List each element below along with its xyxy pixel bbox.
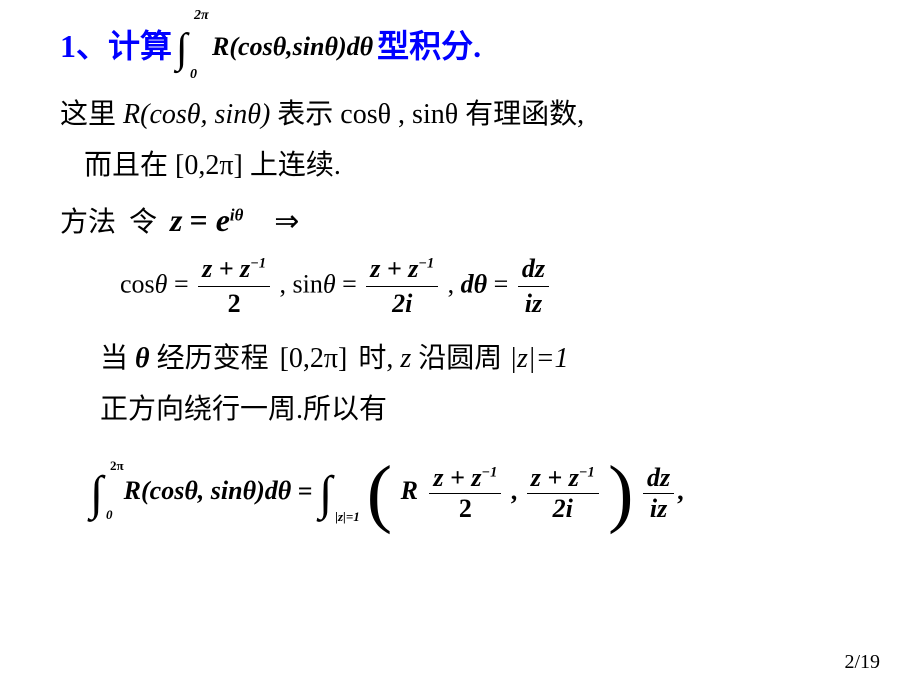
int1-sign: ∫	[90, 467, 103, 520]
cos-frac: z + z−1 2	[198, 252, 270, 321]
int1-lower: 0	[106, 507, 113, 523]
title-suffix: 型积分.	[377, 28, 481, 64]
r1-abs: |z|=1	[509, 343, 568, 374]
dtheta-eq: =	[494, 270, 515, 299]
line2: 这里 R(cosθ, sinθ) 表示 cosθ , sinθ 有理函数,	[60, 93, 860, 138]
sub-comma1: ,	[280, 270, 287, 299]
final-int1: ∫ 2π 0	[90, 466, 103, 521]
method-exp: iθ	[230, 206, 243, 225]
r1-interval: [0,2π]	[280, 343, 348, 374]
remark1: 当 θ 经历变程 [0,2π] 时, z 沿圆周 |z|=1	[60, 337, 860, 382]
arg1-den: 2	[429, 494, 501, 524]
final-lhs: R(cosθ, sinθ)dθ	[124, 476, 292, 505]
line2-text2: 表示	[277, 99, 333, 130]
dtheta-frac: dz iz	[518, 252, 549, 321]
final-equals: =	[298, 476, 319, 505]
line2-math3: sinθ	[412, 99, 458, 130]
final-equation: ∫ 2π 0 R(cosθ, sinθ)dθ = ∫ |z|=1 ( R z +…	[60, 463, 860, 524]
final-comma: ,	[511, 476, 518, 505]
line3: 而且在 [0,2π] 上连续.	[60, 144, 860, 189]
method-e: e	[216, 202, 230, 238]
line2-text4: 有理函数,	[465, 99, 584, 130]
remark2: 正方向绕行一周.所以有	[60, 388, 860, 433]
sin-label: sin	[293, 270, 323, 299]
arg1-num: z + z−1	[429, 463, 501, 494]
tail-den: iz	[643, 494, 674, 524]
final-trailing-comma: ,	[677, 476, 684, 505]
r1-text3: 时,	[358, 343, 393, 374]
cos-label: cos	[120, 270, 155, 299]
tail-num: dz	[643, 463, 674, 494]
method-let: 令	[129, 207, 157, 238]
integral-sign: ∫	[176, 26, 188, 72]
sin-den: 2i	[366, 287, 438, 321]
line2-math2: cosθ	[340, 99, 391, 130]
method-label: 方法	[60, 207, 116, 238]
line2-math1: R(cosθ, sinθ)	[123, 99, 270, 130]
r1-text2: 经历变程	[157, 343, 269, 374]
slide: 1、计算 ∫ 2π 0 R(cosθ,sinθ)dθ 型积分. 这里 R(cos…	[0, 0, 920, 690]
final-arg2: z + z−1 2i	[527, 463, 599, 524]
title-integrand: R(cosθ,sinθ)dθ	[212, 32, 373, 61]
sub-comma2: ,	[448, 270, 455, 299]
r1-theta: θ	[135, 343, 150, 374]
final-R: R	[401, 476, 418, 505]
sin-theta: θ	[323, 270, 336, 299]
method-implies: ⇒	[274, 205, 299, 238]
cos-den: 2	[198, 287, 270, 321]
dtheta-den: iz	[518, 287, 549, 321]
title-line: 1、计算 ∫ 2π 0 R(cosθ,sinθ)dθ 型积分.	[60, 20, 860, 79]
sin-eq: =	[342, 270, 363, 299]
dtheta-num: dz	[518, 252, 549, 287]
dtheta-label: d	[461, 270, 474, 299]
int-upper: 2π	[194, 6, 209, 26]
line2-text3: ,	[398, 99, 405, 130]
lparen-icon: (	[367, 463, 392, 524]
final-arg1: z + z−1 2	[429, 463, 501, 524]
line3-interval: [0,2π]	[175, 150, 243, 181]
cos-num: z + z−1	[198, 252, 270, 287]
method-equals: =	[189, 202, 215, 238]
line3-text2: 上连续.	[250, 150, 341, 181]
r1-z: z	[400, 343, 411, 374]
cos-theta: θ	[155, 270, 168, 299]
int2-sign: ∫	[319, 467, 332, 520]
line3-text1: 而且在	[84, 150, 168, 181]
r1-text1: 当	[100, 343, 128, 374]
arg2-num: z + z−1	[527, 463, 599, 494]
rparen-icon: )	[608, 463, 633, 524]
int-lower: 0	[190, 65, 197, 85]
final-int2: ∫ |z|=1	[319, 466, 332, 521]
arg2-den: 2i	[527, 494, 599, 524]
r2-text: 正方向绕行一周.所以有	[100, 394, 387, 425]
substitution-line: cosθ = z + z−1 2 , sinθ = z + z−1 2i , d…	[60, 252, 860, 321]
title-prefix: 1、计算	[60, 28, 172, 64]
sin-frac: z + z−1 2i	[366, 252, 438, 321]
method-line: 方法 令 z = eiθ ⇒	[60, 200, 860, 240]
title-integral: ∫ 2π 0 R(cosθ,sinθ)dθ	[176, 20, 373, 79]
dtheta-theta: θ	[474, 270, 488, 299]
sin-num: z + z−1	[366, 252, 438, 287]
page-number: 2/19	[844, 651, 880, 674]
int1-upper: 2π	[110, 458, 124, 474]
method-z: z	[170, 202, 182, 238]
line2-text1: 这里	[60, 99, 116, 130]
cos-eq: =	[174, 270, 195, 299]
final-tail: dz iz	[643, 463, 674, 524]
int2-sub: |z|=1	[335, 509, 360, 525]
r1-text4: 沿圆周	[418, 343, 502, 374]
